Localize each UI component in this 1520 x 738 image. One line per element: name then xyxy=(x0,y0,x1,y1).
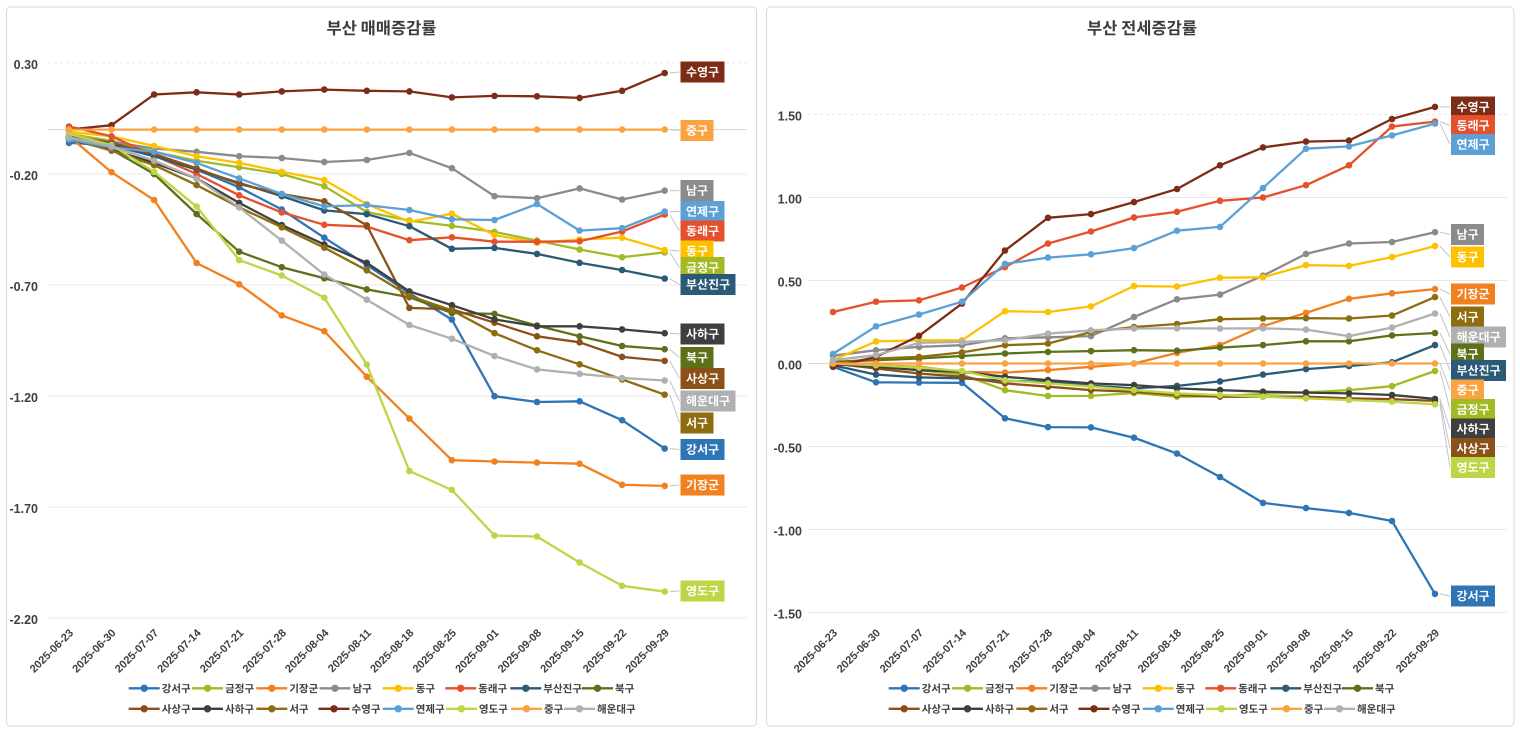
svg-text:1.00: 1.00 xyxy=(778,193,802,207)
svg-text:-0.50: -0.50 xyxy=(774,442,803,456)
svg-text:0.30: 0.30 xyxy=(14,58,38,72)
svg-text:-1.70: -1.70 xyxy=(10,502,39,516)
svg-text:-1.00: -1.00 xyxy=(774,525,803,539)
svg-text:-2.20: -2.20 xyxy=(10,613,39,627)
svg-text:-1.50: -1.50 xyxy=(774,608,803,622)
svg-text:0.00: 0.00 xyxy=(778,359,802,373)
svg-text:-1.20: -1.20 xyxy=(10,391,39,405)
svg-text:-0.20: -0.20 xyxy=(10,169,39,183)
svg-text:0.50: 0.50 xyxy=(778,276,802,290)
svg-text:-0.70: -0.70 xyxy=(10,280,39,294)
svg-text:1.50: 1.50 xyxy=(778,110,802,124)
